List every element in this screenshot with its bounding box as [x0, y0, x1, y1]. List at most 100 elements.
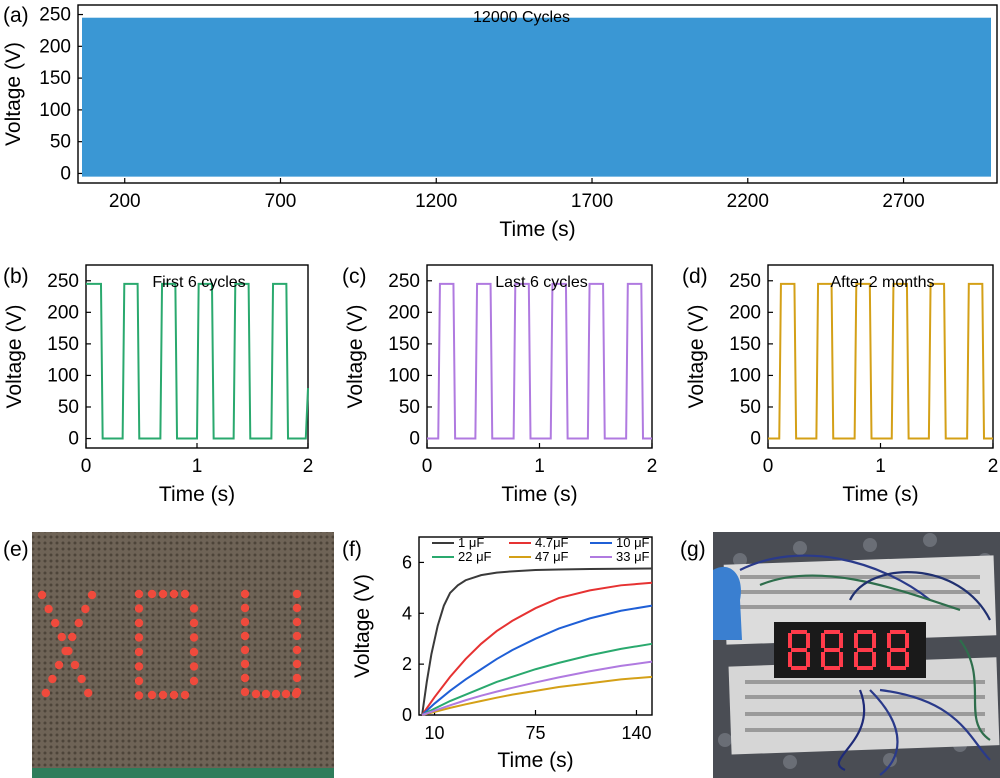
x-tick-label: 0: [81, 456, 92, 477]
y-tick-label: 0: [750, 429, 761, 450]
voltage-signal-band: [82, 17, 991, 177]
chart-title: 12000 Cycles: [473, 9, 570, 26]
legend-label: 1 μF: [458, 535, 484, 550]
led-dot: [189, 647, 199, 657]
x-axis-label: Time (s): [159, 483, 235, 506]
voltage-series-line: [427, 282, 652, 440]
y-tick-label: 250: [729, 271, 761, 292]
led-dot: [261, 689, 271, 699]
segment: [905, 633, 909, 648]
led-dot: [134, 633, 144, 642]
x-tick-label: 75: [525, 723, 545, 743]
legend-label: 22 μF: [458, 549, 492, 564]
x-axis-label: Time (s): [499, 218, 575, 241]
led-dot: [292, 589, 302, 599]
led-dot: [292, 645, 302, 655]
led-dot: [189, 676, 199, 686]
segment: [854, 652, 858, 667]
led-dot: [134, 589, 144, 599]
y-tick-label: 100: [39, 100, 71, 121]
y-tick-label: 0: [60, 163, 71, 184]
led-dot: [281, 689, 291, 699]
y-tick-label: 0: [402, 705, 412, 725]
segment: [854, 633, 858, 648]
x-axis-label: Time (s): [842, 483, 918, 506]
led-dot: [169, 589, 179, 599]
panel-c-label: (c): [342, 265, 367, 288]
led-dot: [292, 631, 302, 641]
legend-label: 10 μF: [616, 535, 650, 550]
chart-title: First 6 cycles: [152, 274, 245, 291]
voltage-series-line: [86, 282, 309, 440]
y-tick-label: 50: [740, 397, 761, 418]
legend-label: 47 μF: [535, 549, 569, 564]
series-line: [421, 581, 653, 716]
y-tick-label: 250: [47, 271, 79, 292]
led-dot: [189, 662, 199, 671]
y-tick-label: 150: [39, 68, 71, 89]
led-dot: [292, 603, 302, 613]
segment: [791, 666, 807, 670]
led-dot: [54, 660, 64, 670]
led-dot: [147, 589, 157, 599]
led-array-photo: [32, 532, 334, 778]
series-line: [421, 642, 653, 716]
plot-a: 0 50 100 150 200 250 200 700 1200 1700 2200 2700 Tim…: [2, 4, 998, 241]
panel-e-label: (e): [3, 538, 29, 561]
led-dot: [147, 690, 157, 700]
led-dot: [240, 687, 250, 697]
segment: [824, 630, 840, 634]
led-dot: [292, 617, 302, 627]
plot-frame: [426, 264, 653, 449]
y-tick-label: 50: [58, 397, 79, 418]
y-tick-label: 0: [409, 429, 420, 450]
y-axis-label: Voltage (V): [685, 305, 708, 409]
segment: [788, 652, 792, 667]
voltage-series-line: [768, 282, 993, 440]
segment: [824, 648, 840, 652]
led-dot: [61, 646, 70, 656]
y-tick-label: 100: [388, 365, 420, 386]
led-dot: [180, 589, 190, 599]
gloved-hand: [713, 566, 742, 640]
segment: [872, 633, 876, 648]
x-tick-label: 1: [534, 456, 545, 477]
led-dot: [84, 688, 93, 698]
segment: [857, 666, 873, 670]
breadboard-photo: [713, 532, 1000, 778]
plot-frame: [767, 264, 994, 449]
led-dot: [240, 645, 250, 655]
led-dot: [180, 690, 190, 700]
x-tick-label: 200: [109, 191, 141, 212]
x-tick-label: 2: [647, 456, 658, 477]
led-dot: [240, 673, 250, 683]
x-tick-label: 10: [425, 723, 445, 743]
x-tick-label: 140: [621, 723, 651, 743]
x-tick-label: 1: [875, 456, 886, 477]
segment: [857, 630, 873, 634]
series-line: [421, 675, 653, 716]
x-tick-label: 1700: [571, 191, 613, 212]
x-tick-label: 2: [303, 456, 314, 477]
x-tick-label: 1: [192, 456, 203, 477]
panel-g-label: (g): [680, 538, 706, 561]
led-dot: [292, 673, 302, 683]
plot-f: 0 2 4 6 10 75 140 Time (s) Voltage (V) 1 μF 4.7μF 1…: [351, 535, 653, 772]
y-axis-label: Voltage (V): [2, 42, 25, 146]
x-tick-label: 2700: [882, 191, 924, 212]
y-tick-label: 2: [402, 654, 412, 674]
panel-f-label: (f): [342, 538, 362, 561]
segment: [788, 633, 792, 648]
series-line: [421, 567, 653, 716]
segment: [839, 652, 843, 667]
segment: [890, 648, 906, 652]
led-dot: [169, 690, 179, 700]
x-tick-label: 2: [988, 456, 999, 477]
series-line: [421, 604, 653, 716]
y-tick-label: 250: [39, 5, 71, 26]
panel-d-label: (d): [682, 265, 708, 288]
y-tick-label: 150: [47, 334, 79, 355]
segment: [890, 666, 906, 670]
seven-segment-digits: [788, 630, 909, 670]
